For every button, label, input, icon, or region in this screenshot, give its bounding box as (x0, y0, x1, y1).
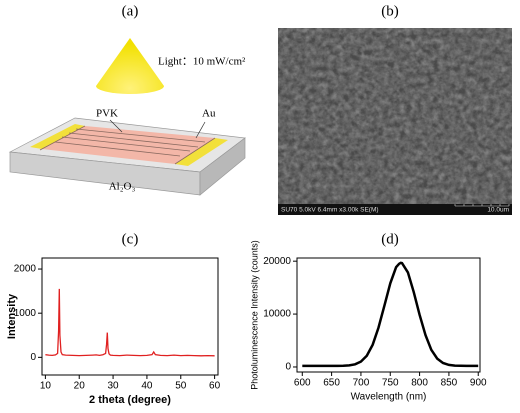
y-tick-label: 2000 (14, 264, 37, 275)
sem-info: SU70 5.0kV 6.4mm x3.00k SE(M) (281, 207, 379, 214)
sem-info-bar (278, 204, 512, 215)
substrate-side (199, 137, 246, 196)
pointer (195, 121, 206, 139)
x-tick-label: 750 (382, 378, 399, 389)
perovskite-film (42, 126, 215, 164)
data-line (302, 261, 479, 368)
x-tick-label: 10 (40, 381, 52, 392)
x-axis-label: 2 theta (degree) (89, 394, 171, 406)
y-tick-label: 1000 (14, 308, 37, 319)
x-tick-label: 30 (108, 381, 120, 392)
x-tick-label: 850 (441, 378, 458, 389)
x-tick-label: 60 (209, 381, 221, 392)
light-cone (96, 38, 164, 94)
x-tick-label: 50 (175, 381, 187, 392)
substrate-label: Al₂O₃ (109, 181, 136, 193)
y-tick-label: 10000 (263, 309, 291, 320)
y-tick-label: 0 (30, 352, 36, 363)
panel-label: (b) (381, 3, 399, 19)
y-tick-label: 20000 (263, 256, 291, 267)
plot-frame (41, 257, 219, 376)
light-label: Light：10 mW/cm² (158, 56, 246, 68)
panel-label: (a) (122, 3, 139, 19)
y-axis-label: Intensity (6, 293, 18, 339)
sem-scale-bar (454, 204, 510, 207)
x-tick-label: 650 (323, 378, 340, 389)
sem-texture (278, 28, 512, 204)
gold-pad (30, 124, 85, 149)
au-label: Au (202, 108, 216, 120)
pointer (109, 119, 123, 133)
x-tick-label: 600 (294, 378, 311, 389)
x-tick-label: 800 (411, 378, 428, 389)
x-axis-label: Wavelength (nm) (351, 392, 427, 403)
panel-label: (c) (122, 231, 139, 247)
data-line (45, 288, 215, 357)
y-tick-label: 0 (285, 362, 291, 373)
y-axis-label: Photoluminescence Intensity (counts) (249, 240, 259, 390)
panel-label: (d) (381, 231, 399, 247)
gold-pad (175, 138, 228, 166)
pvk-label: PVK (96, 108, 118, 120)
electrodes (39, 125, 216, 165)
plot-frame (296, 257, 481, 373)
sem-scale-label: 10.0um (487, 207, 509, 214)
x-tick-label: 20 (74, 381, 86, 392)
x-tick-label: 900 (470, 378, 487, 389)
x-tick-label: 700 (353, 378, 370, 389)
x-tick-label: 40 (141, 381, 153, 392)
